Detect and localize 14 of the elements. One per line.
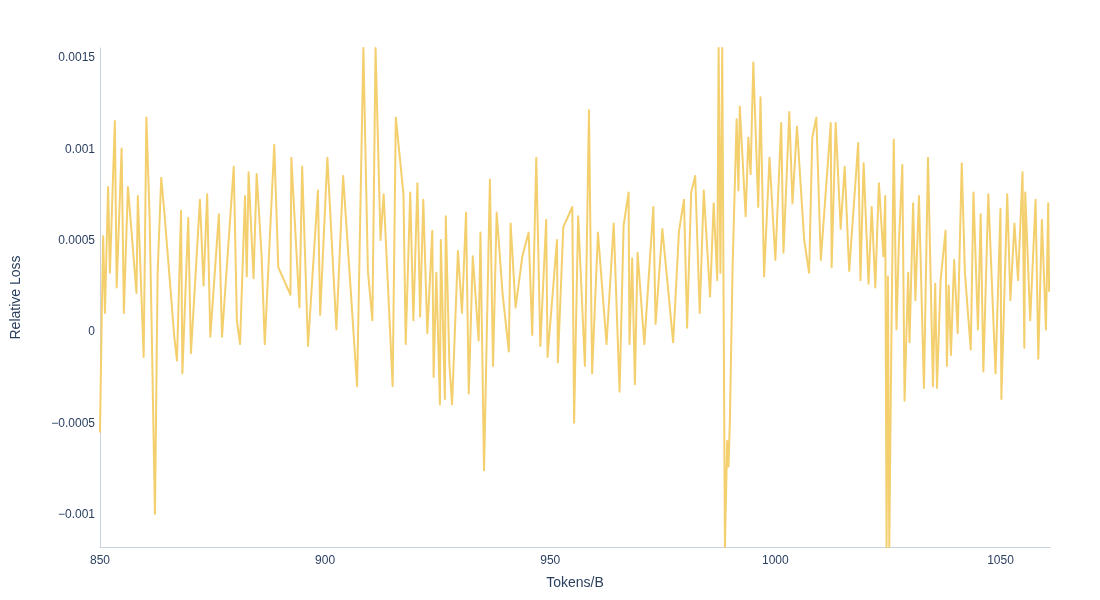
x-tick-label: 1050: [987, 553, 1015, 567]
y-tick-label: −0.001: [57, 507, 96, 522]
y-tick-label: −0.0005: [51, 415, 96, 430]
x-tick-label: 1000: [762, 553, 790, 567]
y-tick-label: 0.001: [64, 141, 96, 156]
y-tick-label: 0: [88, 324, 96, 339]
x-tick-label: 950: [540, 553, 561, 567]
x-tick-label: 900: [315, 553, 336, 567]
y-tick-label: 0.0005: [58, 232, 96, 247]
y-tick-label: 0.0015: [58, 50, 96, 65]
y-axis-title: Relative Loss: [7, 255, 23, 340]
x-axis-title: Tokens/B: [546, 574, 604, 590]
line-series: [99, 47, 1051, 548]
x-tick-label: 850: [89, 553, 111, 567]
